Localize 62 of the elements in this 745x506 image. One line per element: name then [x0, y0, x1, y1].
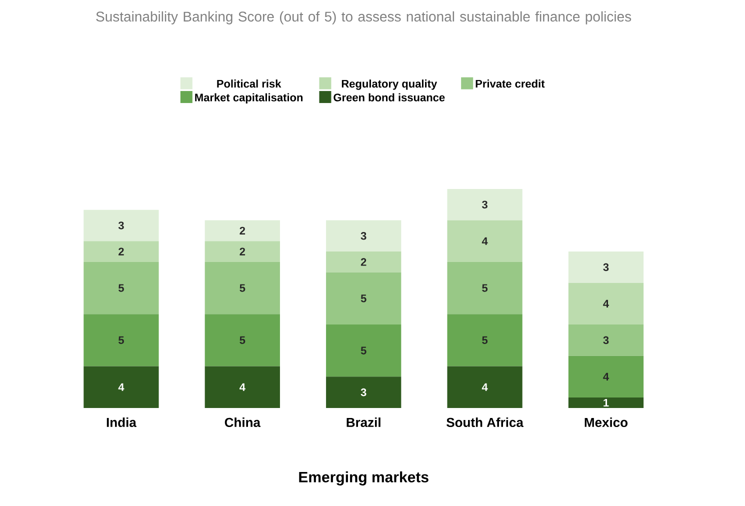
- legend-label: Regulatory quality: [342, 80, 438, 90]
- x-tick-label: Mexico: [584, 417, 628, 428]
- data-label: 4: [482, 383, 488, 391]
- data-label: 5: [118, 336, 124, 344]
- bar: [568, 324, 644, 356]
- bar: [204, 262, 280, 314]
- data-label: 5: [240, 284, 246, 292]
- bar: [447, 366, 522, 408]
- bar: [447, 314, 522, 366]
- data-label: 2: [360, 258, 366, 266]
- bar: [326, 376, 402, 408]
- bar: [204, 366, 280, 408]
- x-tick-label: China: [224, 417, 261, 428]
- legend-label: Green bond issuance: [334, 93, 445, 102]
- data-label: 5: [482, 284, 488, 292]
- bar: [447, 188, 522, 220]
- bar: [204, 220, 280, 242]
- bar: [84, 314, 159, 366]
- data-label: 5: [118, 284, 124, 292]
- data-label: 5: [482, 336, 488, 344]
- bar: [84, 262, 159, 314]
- data-label: 5: [240, 336, 246, 344]
- bar: [447, 220, 522, 262]
- x-axis-title: Emerging markets: [299, 471, 428, 486]
- bar: [568, 252, 644, 283]
- data-label: 3: [603, 263, 609, 272]
- data-label: 4: [118, 383, 124, 391]
- bar: [568, 356, 644, 398]
- x-tick-label: South Africa: [446, 417, 524, 428]
- chart-title: Sustainability Banking Score (out of 5) to assess national sustainable finance policies: [96, 11, 632, 24]
- data-label: 3: [603, 336, 609, 344]
- data-label: 5: [360, 294, 366, 302]
- x-tick-label: India: [106, 417, 136, 428]
- bar: [447, 262, 522, 314]
- data-label: 3: [118, 222, 124, 230]
- bar: [568, 398, 644, 408]
- bar: [84, 241, 159, 262]
- bar: [204, 241, 280, 262]
- x-tick-label: Brazil: [346, 417, 380, 428]
- bar: [326, 220, 402, 252]
- bar: [326, 324, 402, 377]
- data-label: 3: [360, 388, 366, 396]
- data-label: 1: [604, 398, 609, 407]
- legend-label: Private credit: [476, 80, 545, 88]
- data-label: 3: [482, 200, 488, 209]
- bar: [326, 252, 402, 272]
- legend-label: Market capitalisation: [195, 93, 303, 104]
- data-label: 3: [360, 232, 366, 240]
- bar: [84, 210, 159, 242]
- data-label: 5: [360, 346, 366, 354]
- data-label: 2: [118, 248, 124, 256]
- data-label: 4: [240, 383, 246, 391]
- data-label: 4: [603, 300, 609, 308]
- bar: [326, 272, 402, 325]
- data-label: 2: [240, 226, 246, 235]
- data-label: 4: [603, 372, 609, 380]
- bar: [204, 314, 280, 366]
- legend-label: Political risk: [217, 80, 282, 88]
- data-label: 2: [240, 248, 246, 256]
- data-label: 4: [482, 237, 488, 245]
- bar: [84, 366, 159, 408]
- bar: [568, 282, 644, 325]
